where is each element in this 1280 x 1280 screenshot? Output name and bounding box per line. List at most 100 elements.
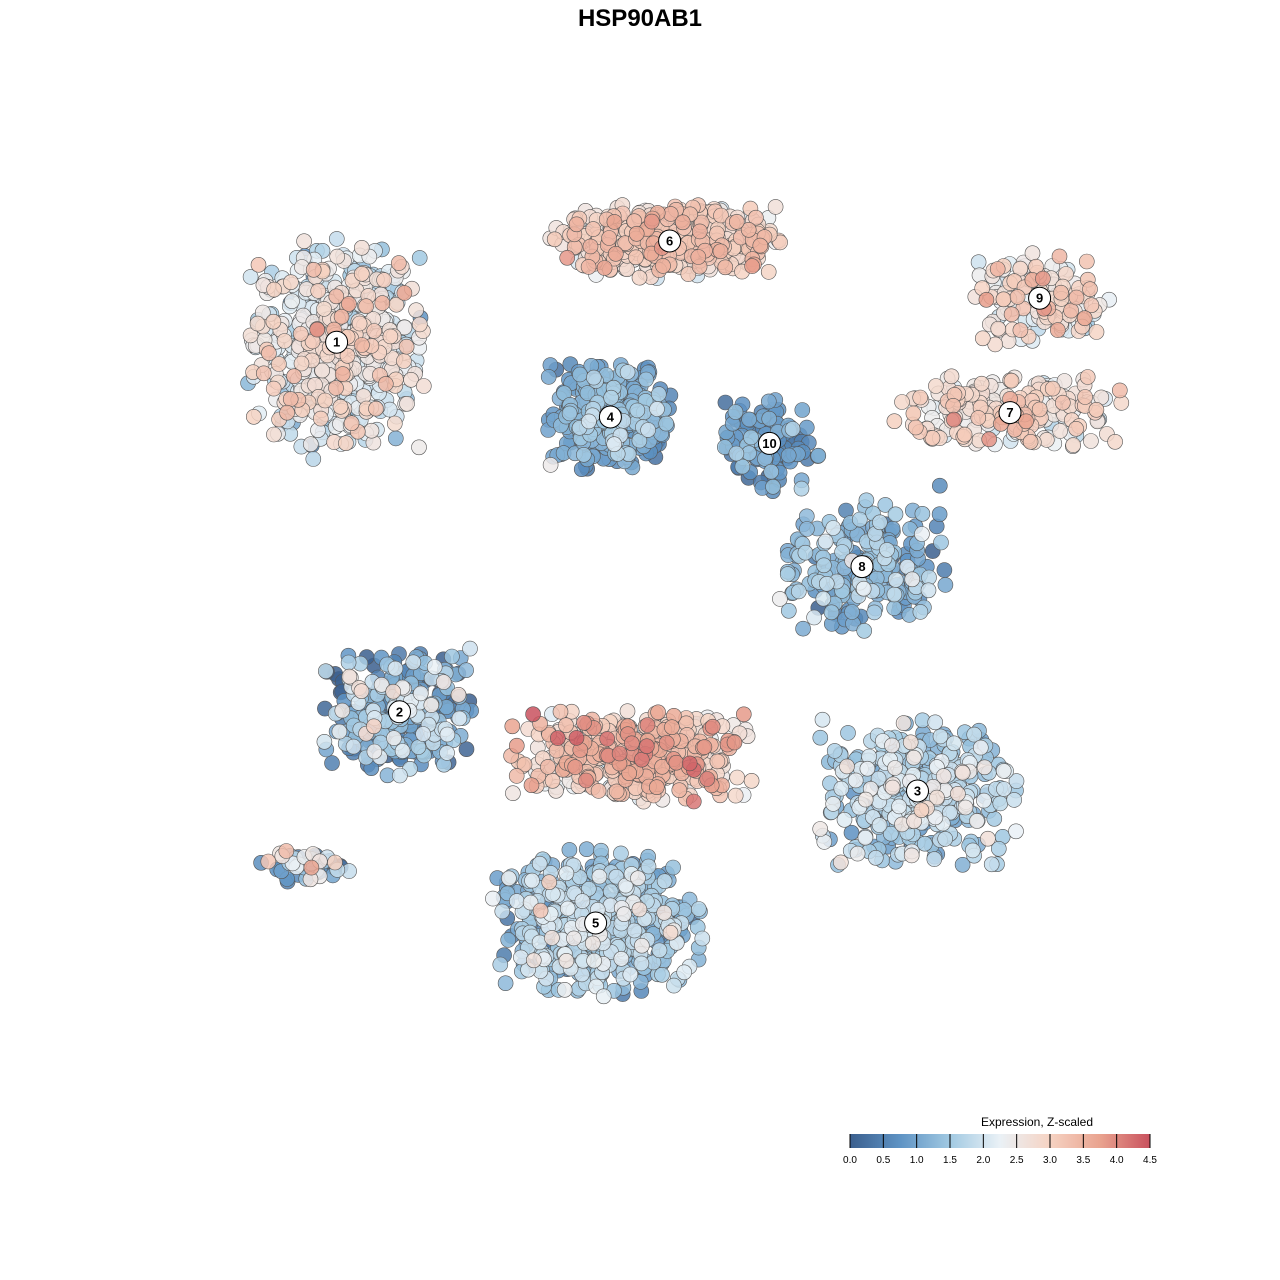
data-point	[954, 856, 971, 873]
data-point	[628, 249, 644, 266]
data-point	[937, 577, 954, 593]
data-point	[812, 729, 829, 746]
data-point	[784, 421, 801, 437]
data-point	[616, 906, 632, 923]
data-point	[328, 380, 344, 396]
cluster-label-6: 6	[658, 229, 682, 253]
legend-tick-label: 4.0	[1110, 1155, 1124, 1166]
data-point	[936, 562, 953, 578]
data-point	[328, 231, 345, 247]
data-point	[572, 366, 588, 383]
data-point	[726, 734, 743, 751]
data-point	[793, 480, 810, 497]
data-point	[891, 798, 907, 815]
data-point	[665, 859, 681, 876]
data-point	[1055, 394, 1071, 411]
data-point	[492, 956, 509, 973]
data-point	[338, 435, 354, 452]
data-point	[410, 739, 427, 755]
data-point	[1068, 420, 1084, 437]
data-point	[825, 520, 842, 536]
data-point	[392, 767, 408, 784]
data-point	[928, 378, 944, 394]
data-point	[411, 439, 427, 456]
data-point	[358, 298, 374, 315]
data-point	[946, 735, 962, 752]
data-point	[886, 600, 903, 616]
data-point	[728, 214, 745, 230]
data-point	[324, 755, 340, 771]
cluster-label-10: 10	[758, 431, 781, 455]
data-point	[790, 583, 807, 600]
data-point	[887, 760, 903, 776]
data-point	[743, 429, 759, 446]
data-point	[920, 582, 937, 599]
cluster-label-circle	[998, 401, 1022, 425]
data-point	[972, 739, 989, 756]
data-point	[1083, 297, 1100, 314]
data-point	[927, 714, 944, 731]
data-point	[586, 952, 602, 969]
data-point	[292, 325, 309, 342]
data-point	[626, 922, 643, 939]
data-point	[912, 389, 929, 406]
cluster-label-circle	[388, 700, 411, 724]
data-point	[914, 505, 931, 522]
data-point	[694, 930, 711, 947]
data-point	[619, 364, 636, 380]
data-point	[552, 703, 569, 720]
data-point	[568, 730, 585, 746]
data-point	[748, 209, 764, 226]
data-point	[987, 336, 1004, 353]
data-point	[279, 404, 295, 421]
cluster-label-text: 10	[762, 436, 776, 451]
scatter-points	[240, 197, 1130, 1005]
data-point	[857, 791, 874, 808]
data-point	[760, 264, 777, 280]
data-point	[601, 230, 617, 246]
data-point	[818, 575, 835, 592]
data-point	[334, 366, 351, 382]
data-point	[894, 394, 910, 410]
data-point	[1051, 248, 1068, 265]
data-point	[606, 214, 623, 230]
data-point	[1076, 310, 1093, 327]
data-point	[728, 445, 745, 462]
data-point	[345, 738, 362, 755]
data-point	[676, 964, 693, 981]
data-point	[905, 749, 922, 766]
data-point	[582, 238, 599, 255]
data-point	[992, 795, 1009, 812]
data-point	[531, 855, 548, 872]
data-point	[353, 240, 370, 256]
data-point	[558, 717, 574, 734]
data-point	[1035, 270, 1051, 287]
data-point	[690, 901, 707, 917]
data-point	[544, 930, 560, 946]
data-point	[1082, 281, 1098, 298]
data-point	[513, 949, 529, 966]
data-point	[810, 447, 827, 464]
data-point	[623, 735, 640, 752]
data-point	[851, 511, 868, 528]
data-point	[633, 955, 650, 972]
data-point	[654, 966, 670, 983]
data-point	[956, 426, 973, 443]
cluster-label-circle	[658, 229, 682, 253]
data-point	[704, 718, 721, 735]
data-point	[559, 900, 576, 917]
data-point	[266, 281, 282, 298]
data-point	[816, 557, 832, 574]
data-point	[685, 793, 702, 810]
data-point	[691, 223, 708, 240]
data-point	[1003, 306, 1020, 323]
data-point	[765, 478, 781, 495]
data-point	[942, 804, 958, 821]
data-point	[340, 654, 357, 671]
data-point	[884, 779, 901, 796]
data-point	[797, 544, 814, 561]
data-point	[914, 526, 930, 542]
data-point	[607, 246, 624, 262]
data-point	[334, 702, 351, 719]
data-point	[260, 853, 277, 870]
